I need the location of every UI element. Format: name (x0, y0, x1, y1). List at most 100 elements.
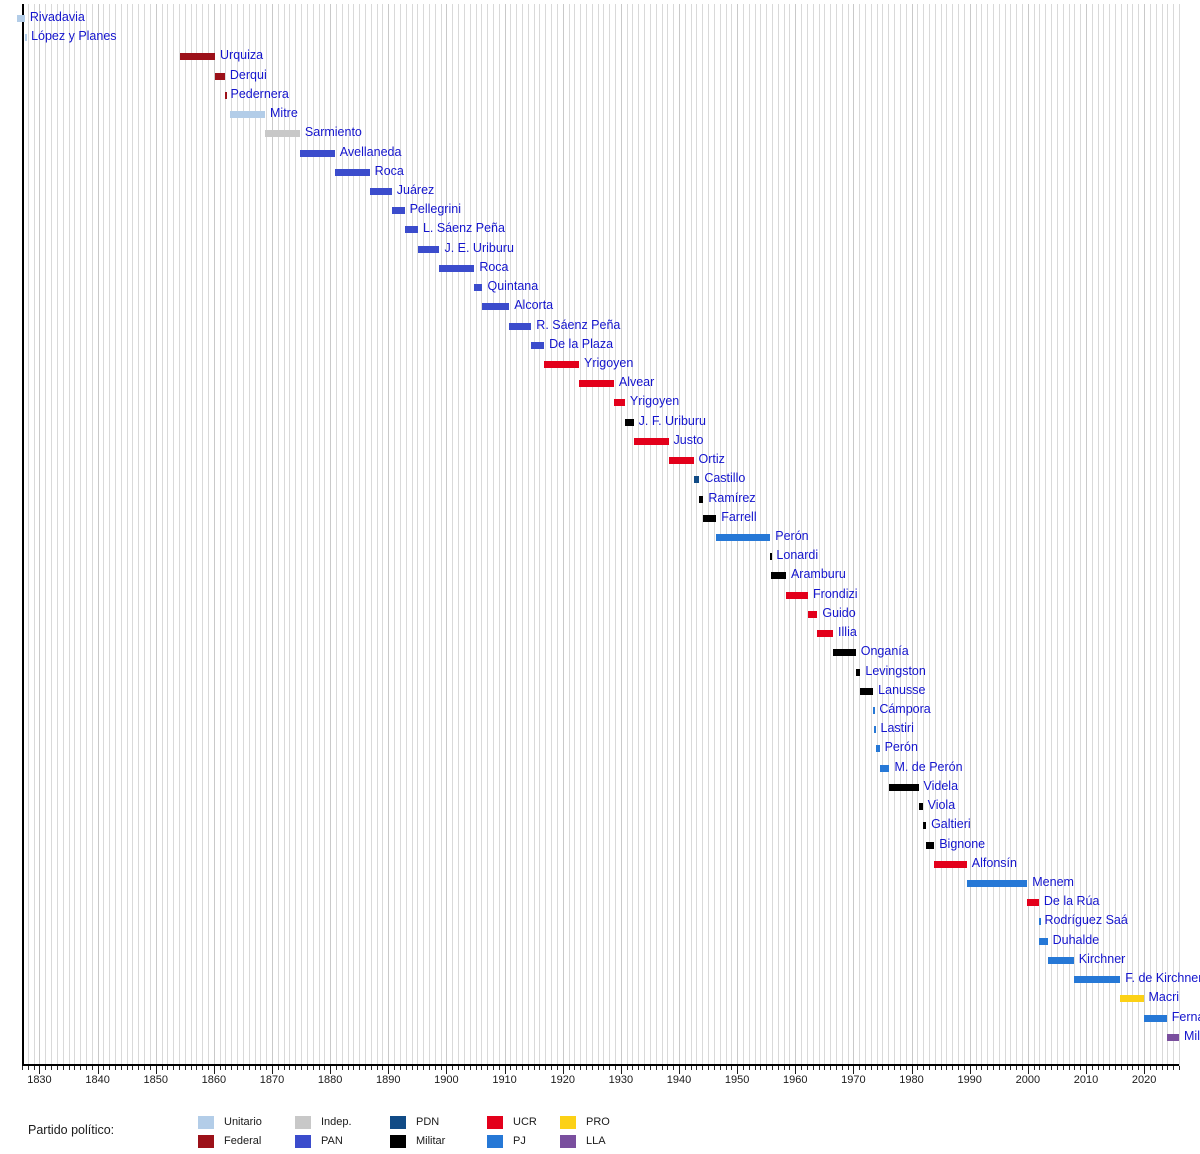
term-bar[interactable] (934, 860, 967, 868)
timeline-row[interactable]: J. F. Uriburu (22, 413, 1179, 433)
timeline-row[interactable]: Fernández (22, 1009, 1200, 1029)
term-bar[interactable] (544, 361, 579, 368)
timeline-row[interactable]: Justo (22, 432, 1179, 452)
timeline-row[interactable]: Farrell (22, 509, 1179, 529)
term-bar[interactable] (817, 630, 834, 638)
timeline-row[interactable]: Sarmiento (22, 124, 1179, 144)
timeline-row[interactable]: Duhalde (22, 932, 1179, 952)
term-bar[interactable] (874, 726, 877, 734)
term-bar[interactable] (24, 34, 27, 42)
term-bar[interactable] (1166, 1033, 1179, 1041)
timeline-row[interactable]: Yrigoyen (22, 393, 1179, 413)
term-bar[interactable] (966, 880, 1028, 887)
timeline-row[interactable]: Mitre (22, 105, 1179, 125)
timeline-row[interactable]: Alvear (22, 374, 1179, 394)
timeline-row[interactable]: Videla (22, 778, 1179, 798)
timeline-row[interactable]: Roca (22, 259, 1179, 279)
timeline-row[interactable]: Ortiz (22, 451, 1179, 471)
term-bar[interactable] (926, 841, 935, 849)
timeline-row[interactable]: Pedernera (22, 86, 1179, 106)
timeline-row[interactable]: Juárez (22, 182, 1179, 202)
term-bar[interactable] (808, 610, 818, 618)
timeline-row[interactable]: Yrigoyen (22, 355, 1179, 375)
term-bar[interactable] (668, 457, 694, 465)
timeline-row[interactable]: Cámpora (22, 701, 1179, 721)
term-bar[interactable] (1027, 899, 1039, 907)
term-bar[interactable] (265, 130, 300, 138)
term-bar[interactable] (855, 668, 861, 676)
term-bar[interactable] (16, 15, 25, 22)
term-bar[interactable] (693, 476, 700, 484)
term-bar[interactable] (771, 572, 786, 580)
term-bar[interactable] (875, 745, 880, 753)
term-bar[interactable] (1073, 976, 1121, 984)
term-bar[interactable] (1038, 918, 1041, 926)
timeline-row[interactable]: Avellaneda (22, 144, 1179, 164)
timeline-row[interactable]: L. Sáenz Peña (22, 220, 1179, 240)
term-bar[interactable] (482, 303, 510, 311)
timeline-row[interactable]: Guido (22, 605, 1179, 625)
timeline-row[interactable]: De la Plaza (22, 336, 1179, 356)
term-bar[interactable] (1143, 1014, 1167, 1022)
timeline-row[interactable]: Alcorta (22, 297, 1179, 317)
timeline-row[interactable]: Lastiri (22, 720, 1179, 740)
term-bar[interactable] (860, 687, 874, 695)
timeline-row[interactable]: Milei (22, 1028, 1200, 1048)
timeline-row[interactable]: Alfonsín (22, 855, 1179, 875)
timeline-row[interactable]: Urquiza (22, 47, 1179, 67)
term-bar[interactable] (531, 341, 545, 349)
timeline-row[interactable]: Rivadavia (16, 9, 1179, 29)
term-bar[interactable] (624, 418, 634, 426)
timeline-row[interactable]: Galtieri (22, 816, 1179, 836)
term-bar[interactable] (224, 91, 227, 99)
term-bar[interactable] (785, 591, 809, 599)
term-bar[interactable] (613, 399, 625, 407)
timeline-row[interactable]: F. de Kirchner (22, 970, 1200, 990)
timeline-row[interactable]: Macri (22, 989, 1179, 1009)
timeline-row[interactable]: Pellegrini (22, 201, 1179, 221)
term-bar[interactable] (633, 437, 669, 445)
term-bar[interactable] (889, 783, 919, 791)
timeline-row[interactable]: López y Planes (22, 28, 1179, 48)
term-bar[interactable] (391, 207, 405, 215)
term-bar[interactable] (1120, 995, 1144, 1003)
term-bar[interactable] (1047, 956, 1074, 964)
timeline-row[interactable]: Viola (22, 797, 1179, 817)
term-bar[interactable] (703, 514, 717, 522)
timeline-row[interactable]: Rodríguez Saá (22, 912, 1179, 932)
timeline-row[interactable]: Perón (22, 739, 1179, 759)
timeline-row[interactable]: Bignone (22, 836, 1179, 856)
timeline-row[interactable]: M. de Perón (22, 759, 1179, 779)
timeline-row[interactable]: Levingston (22, 663, 1179, 683)
timeline-row[interactable]: Castillo (22, 470, 1179, 490)
timeline-row[interactable]: Kirchner (22, 951, 1179, 971)
term-bar[interactable] (439, 264, 475, 272)
term-bar[interactable] (873, 707, 876, 714)
timeline-row[interactable]: Roca (22, 163, 1179, 183)
term-bar[interactable] (369, 188, 392, 195)
timeline-row[interactable]: Aramburu (22, 566, 1179, 586)
term-bar[interactable] (922, 822, 927, 830)
term-bar[interactable] (716, 534, 771, 541)
timeline-row[interactable]: R. Sáenz Peña (22, 317, 1179, 337)
term-bar[interactable] (180, 53, 215, 61)
timeline-row[interactable]: Lanusse (22, 682, 1179, 702)
term-bar[interactable] (1039, 937, 1048, 945)
timeline-row[interactable]: Menem (22, 874, 1179, 894)
term-bar[interactable] (509, 322, 532, 330)
term-bar[interactable] (334, 168, 370, 176)
term-bar[interactable] (229, 111, 266, 119)
term-bar[interactable] (404, 226, 418, 234)
timeline-row[interactable]: Onganía (22, 643, 1179, 663)
term-bar[interactable] (918, 803, 923, 811)
timeline-row[interactable]: Frondizi (22, 586, 1179, 606)
term-bar[interactable] (879, 764, 890, 772)
timeline-row[interactable]: De la Rúa (22, 893, 1179, 913)
timeline-row[interactable]: Illia (22, 624, 1179, 644)
term-bar[interactable] (474, 284, 483, 292)
term-bar[interactable] (417, 245, 440, 253)
timeline-row[interactable]: Ramírez (22, 490, 1179, 510)
term-bar[interactable] (578, 380, 614, 388)
term-bar[interactable] (215, 72, 225, 80)
term-bar[interactable] (699, 495, 704, 503)
